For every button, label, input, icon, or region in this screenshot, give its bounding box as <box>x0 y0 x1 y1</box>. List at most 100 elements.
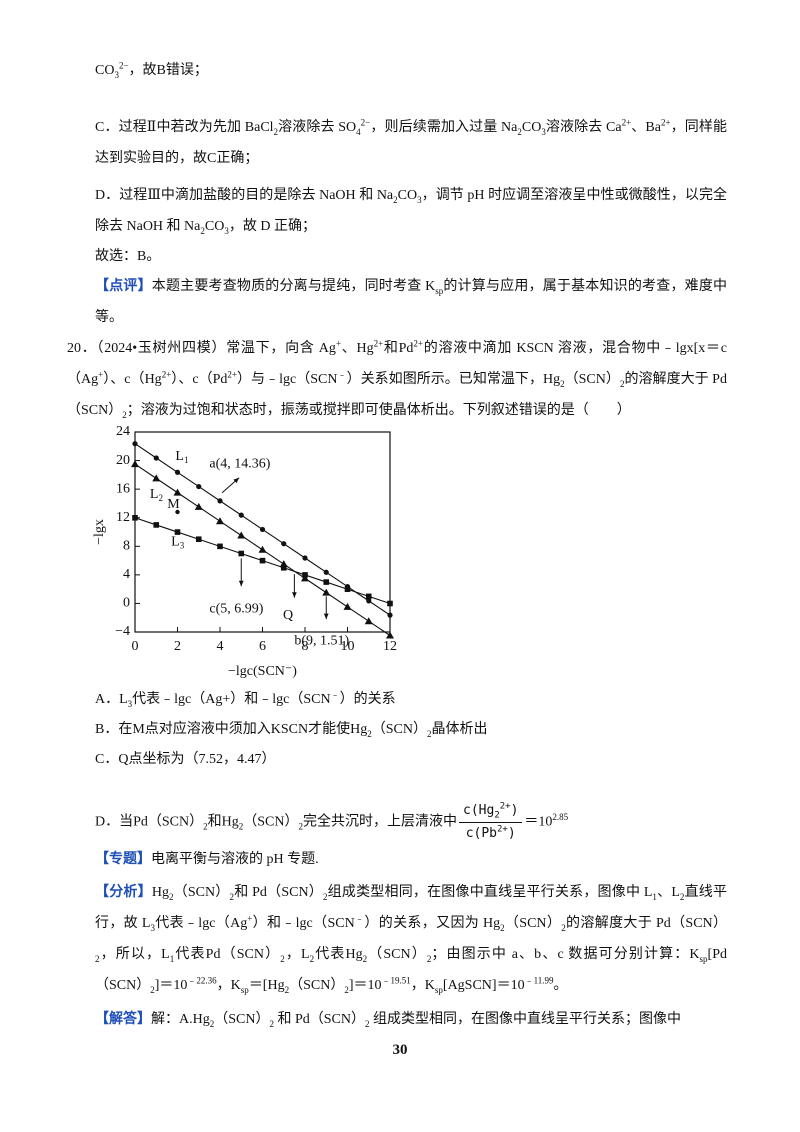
text: D．过程Ⅲ中滴加盐酸的目的是除去 NaOH 和 Na <box>95 188 394 203</box>
text: ，则后续需加入过量 Na <box>370 120 518 135</box>
y-tick-label: 0 <box>123 596 130 611</box>
page-number: 30 <box>392 1042 408 1058</box>
subscript: 2 <box>229 891 235 902</box>
subscript: 2 <box>200 225 205 236</box>
subscript: 3 <box>150 922 155 933</box>
point <box>237 531 246 539</box>
text: Hg <box>151 885 169 900</box>
superscript: 2− <box>118 60 129 71</box>
subscript: 2 <box>209 1018 215 1029</box>
point <box>364 617 373 625</box>
subscript: 2 <box>393 194 398 205</box>
text: ）关系如图所示。已知常温下，Hg <box>346 372 561 387</box>
text: 组成类型相同，在图像中直线呈平行关系，图像中 L <box>327 885 653 900</box>
subscript: 2 <box>619 378 625 389</box>
paragraph: 故选：B。 <box>95 241 727 272</box>
point <box>259 526 266 533</box>
superscript: ﹣22.36 <box>187 975 217 986</box>
denominator: c(Pb2+) <box>459 823 522 845</box>
x-tick-label: 8 <box>302 639 309 654</box>
subscript: sp <box>434 984 443 995</box>
point <box>343 602 352 610</box>
superscript: 2.85 <box>552 812 569 823</box>
text: 故选：B。 <box>95 249 161 264</box>
text: 的溶液中滴加 KSCN 溶液，混合物中﹣lgx[x＝c（Ag <box>67 341 727 387</box>
text: D．当Pd（SCN） <box>95 814 204 830</box>
text: ；由图示中 a、b、c 数据可分别计算：K <box>431 947 700 962</box>
text: 和 Pd（SCN） <box>273 1012 365 1027</box>
text: 代表Pd（SCN） <box>174 947 281 962</box>
x-axis-label: −lgc(SCN⁻) <box>228 664 297 679</box>
text: CO <box>204 219 225 234</box>
superscript: 2− <box>360 117 371 128</box>
text: 20．（2024•玉树州四模）常温下，向含 Ag <box>67 341 336 356</box>
text: 代表﹣lgc（Ag+）和﹣lgc（SCN <box>132 692 331 707</box>
text: 代表Hg <box>314 947 363 962</box>
text: （SCN） <box>173 885 230 900</box>
fraction: c(Hg22+) c(Pb2+) <box>459 800 523 845</box>
superscript: 2+ <box>499 801 511 812</box>
text: ）与﹣lgc（SCN <box>237 372 338 387</box>
subscript: 2 <box>367 728 372 739</box>
superscript: ﹣ <box>354 913 365 924</box>
subscript: sp <box>240 984 249 995</box>
text: ）、c（Hg <box>103 372 162 387</box>
point <box>174 529 181 535</box>
paragraph: 【专题】电离平衡与溶液的 pH 专题. <box>95 844 727 875</box>
subscript: 2 <box>500 922 505 933</box>
annotation: a(4, 14.36) <box>209 456 270 471</box>
point <box>152 474 161 482</box>
superscript: ﹣11.99 <box>524 975 554 986</box>
subscript: 2 <box>280 953 285 964</box>
text: 完全共沉时，上层清液中 <box>303 814 457 830</box>
subscript: 4 <box>356 126 361 137</box>
point <box>302 572 308 578</box>
text: ，K <box>410 978 435 993</box>
paragraph: A．L3代表﹣lgc（Ag+）和﹣lgc（SCN﹣）的关系 <box>95 684 727 715</box>
point <box>238 512 244 518</box>
point <box>132 514 138 521</box>
text: 溶液除去 Ca <box>545 120 622 135</box>
numerator: c(Hg22+) <box>459 800 523 823</box>
text: c(Pb <box>465 826 498 841</box>
text: ＝[Hg <box>248 978 285 993</box>
subscript: 2 <box>284 984 290 995</box>
point <box>344 586 351 593</box>
subscript: 2 <box>203 821 208 832</box>
text: C．Q点坐标为（7.52，4.47） <box>95 752 276 767</box>
text: 的计算与应用，属于基本知识的考查，难度中等。 <box>95 279 728 325</box>
x-tick-label: 10 <box>341 639 355 654</box>
text: ；溶液为过饱和状态时，振荡或搅拌即可使晶体析出。下列叙述错误的是（ ） <box>126 403 631 418</box>
point <box>386 631 394 639</box>
superscript: 2+ <box>497 824 508 835</box>
point <box>153 455 159 461</box>
text: （SCN） <box>504 916 562 931</box>
point <box>259 557 266 564</box>
subscript: 2 <box>344 984 349 995</box>
superscript: + <box>247 913 253 924</box>
subscript: 2 <box>238 821 244 832</box>
point <box>238 550 245 557</box>
point-marker <box>175 509 180 515</box>
text: c(Hg <box>463 803 495 818</box>
text: ）和﹣lgc（SCN <box>252 916 355 931</box>
subscript: 2 <box>309 953 315 964</box>
subscript: 2 <box>150 984 155 995</box>
subscript: 2 <box>122 409 127 420</box>
superscript: 2+ <box>373 338 384 349</box>
text: （SCN） <box>214 1012 270 1027</box>
point <box>302 555 308 561</box>
text: 的溶解度大于 Pd（SCN） <box>565 916 727 931</box>
point <box>132 441 138 447</box>
point <box>217 498 223 504</box>
text: 直线平行，故 L <box>95 885 728 931</box>
x-tick-label: 4 <box>217 639 224 654</box>
subscript: 3 <box>114 69 119 80</box>
x-tick-label: 12 <box>383 639 397 654</box>
y-axis-label: −lgx <box>92 519 107 545</box>
text: ，调节 pH 时应调至溶液呈中性或微酸性，以完全除去 NaOH 和 Na <box>95 188 728 234</box>
text: [Pd（SCN） <box>95 947 727 993</box>
subscript: sp <box>699 953 708 964</box>
point <box>216 517 224 525</box>
